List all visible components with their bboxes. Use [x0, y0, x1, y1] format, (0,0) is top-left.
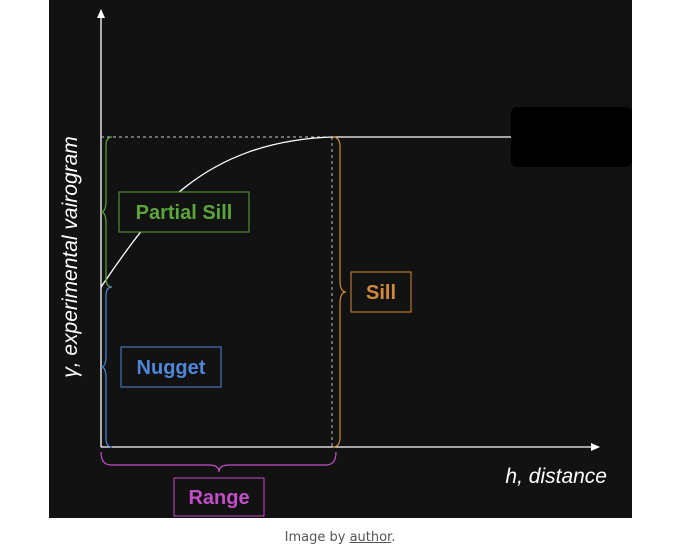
range-label-box: Range	[173, 477, 265, 517]
caption-suffix: .	[391, 530, 396, 545]
partial-sill-brace	[100, 136, 113, 288]
partial-sill-label: Partial Sill	[136, 202, 233, 224]
nugget-label-box: Nugget	[120, 346, 222, 388]
range-label: Range	[188, 487, 249, 509]
redacted-box	[511, 107, 632, 167]
variogram-figure: Partial Sill Nugget Sill Range γ, experi…	[49, 0, 632, 518]
nugget-label: Nugget	[137, 357, 206, 379]
x-axis-label: h, distance	[505, 465, 607, 488]
variogram-diagram: Partial Sill Nugget Sill Range γ, experi…	[59, 9, 632, 517]
sill-brace	[332, 136, 347, 448]
nugget-brace	[100, 286, 113, 448]
partial-sill-label-box: Partial Sill	[118, 191, 250, 233]
author-link[interactable]: author	[349, 530, 392, 545]
y-axis-label: γ, experimental vairogram	[59, 136, 82, 378]
caption-prefix: Image by	[284, 530, 350, 545]
image-caption: Image by author.	[0, 530, 680, 545]
range-brace	[100, 451, 337, 473]
variogram-curve	[100, 136, 599, 288]
sill-label: Sill	[366, 282, 396, 304]
sill-label-box: Sill	[350, 271, 412, 313]
